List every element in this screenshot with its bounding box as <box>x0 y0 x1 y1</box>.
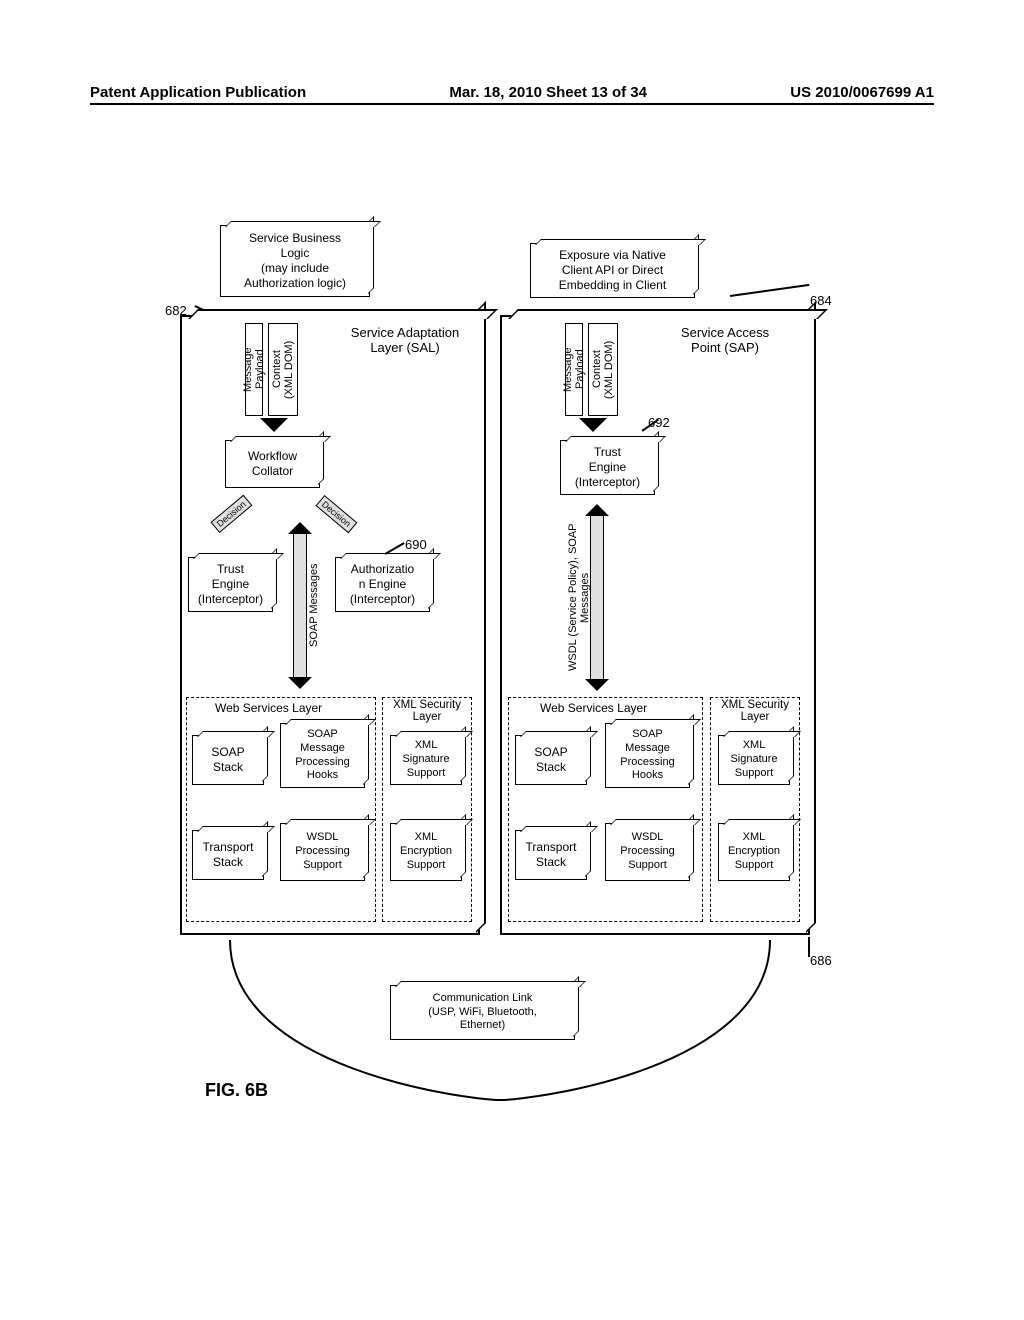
header-left: Patent Application Publication <box>90 84 306 101</box>
ref-690: 690 <box>405 537 427 552</box>
context-right: Context (XML DOM) <box>588 323 618 416</box>
header-right: US 2010/0067699 A1 <box>790 84 934 101</box>
msg-payload-right: Message Payload <box>565 323 583 416</box>
sal-title: Service Adaptation Layer (SAL) <box>340 325 470 355</box>
wsdl-proc-left: WSDL Processing Support <box>280 823 365 881</box>
xml-sec-title-left: XML Security Layer <box>388 699 466 723</box>
diagram: 682 684 Service Business Logic (may incl… <box>170 225 870 1095</box>
exposure-box: Exposure via Native Client API or Direct… <box>530 243 695 298</box>
soap-stack-right: SOAP Stack <box>515 735 587 785</box>
ws-layer-title-left: Web Services Layer <box>215 701 322 715</box>
page-header: Patent Application Publication Mar. 18, … <box>90 84 934 105</box>
xml-enc-right: XML Encryption Support <box>718 823 790 881</box>
header-center: Mar. 18, 2010 Sheet 13 of 34 <box>449 84 647 101</box>
soap-stack-left: SOAP Stack <box>192 735 264 785</box>
workflow-collator: Workflow Collator <box>225 440 320 488</box>
soap-msg-hooks-left: SOAP Message Processing Hooks <box>280 723 365 788</box>
soap-messages-label-left: SOAP Messages <box>308 540 320 670</box>
trust-engine-left: Trust Engine (Interceptor) <box>188 557 273 612</box>
wsdl-soap-label: WSDL (Service Policy), SOAP Messages <box>567 515 607 680</box>
service-business-box: Service Business Logic (may include Auth… <box>220 225 370 297</box>
msg-payload-left: Message Payload <box>245 323 263 416</box>
ws-layer-title-right: Web Services Layer <box>540 701 647 715</box>
trust-engine-right: Trust Engine (Interceptor) <box>560 440 655 495</box>
xml-sig-left: XML Signature Support <box>390 735 462 785</box>
transport-stack-left: Transport Stack <box>192 830 264 880</box>
authz-engine: Authorizatio n Engine (Interceptor) <box>335 557 430 612</box>
figure-label: FIG. 6B <box>205 1080 268 1101</box>
xml-sec-title-right: XML Security Layer <box>716 699 794 723</box>
soap-messages-arrow-left <box>293 533 307 678</box>
wsdl-proc-right: WSDL Processing Support <box>605 823 690 881</box>
soap-msg-hooks-right: SOAP Message Processing Hooks <box>605 723 690 788</box>
context-left: Context (XML DOM) <box>268 323 298 416</box>
xml-enc-left: XML Encryption Support <box>390 823 462 881</box>
sap-title: Service Access Point (SAP) <box>660 325 790 355</box>
comm-curve <box>170 930 830 1105</box>
xml-sig-right: XML Signature Support <box>718 735 790 785</box>
transport-stack-right: Transport Stack <box>515 830 587 880</box>
